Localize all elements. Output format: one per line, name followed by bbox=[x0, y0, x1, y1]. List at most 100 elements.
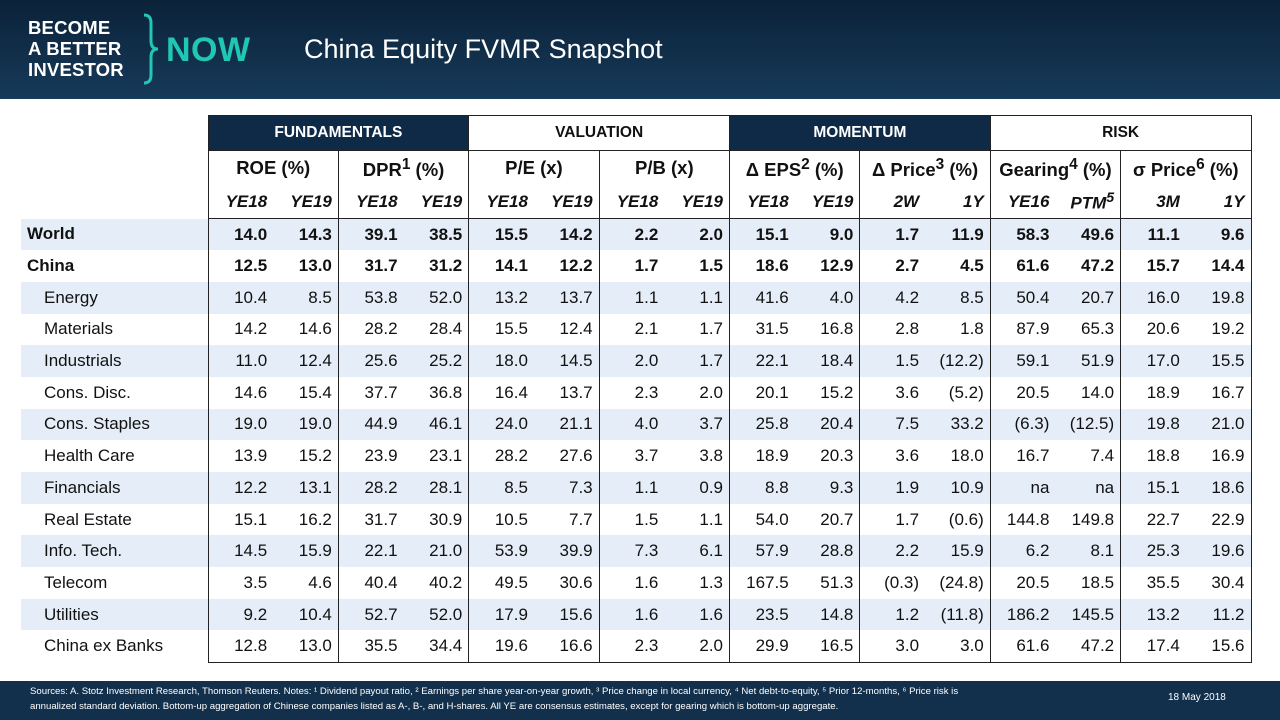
table-cell: 65.3 bbox=[1055, 313, 1122, 346]
table-cell: 14.1 bbox=[468, 250, 534, 282]
table-cell: 2.0 bbox=[664, 630, 731, 663]
table-row: Health Care 13.9 15.2 23.9 23.1 28.2 27.6 3.7 3.… bbox=[21, 440, 1252, 472]
table-cell: 44.9 bbox=[337, 408, 404, 441]
table-cell: 28.2 bbox=[468, 440, 534, 472]
group-fundamentals: FUNDAMENTALS bbox=[207, 115, 470, 151]
snapshot-table-container: FUNDAMENTALS VALUATION MOMENTUM RISK ROE… bbox=[21, 115, 1252, 663]
table-cell: 19.0 bbox=[273, 408, 339, 441]
table-cell: 15.6 bbox=[533, 598, 600, 631]
table-cell: 61.6 bbox=[989, 250, 1056, 282]
table-cell: 6.1 bbox=[664, 535, 731, 568]
table-cell: 7.7 bbox=[533, 503, 600, 536]
table-cell: 31.7 bbox=[337, 250, 404, 282]
table-cell: 7.4 bbox=[1055, 440, 1122, 472]
table-cell: 1.7 bbox=[859, 503, 926, 536]
table-cell: 19.8 bbox=[1185, 281, 1252, 314]
table-cell: 145.5 bbox=[1055, 598, 1122, 631]
table-cell: 28.4 bbox=[403, 313, 470, 346]
table-cell: 14.6 bbox=[273, 313, 339, 346]
table-cell: 40.4 bbox=[337, 567, 404, 599]
table-cell: 4.2 bbox=[859, 281, 926, 314]
table-cell: 59.1 bbox=[989, 345, 1056, 377]
table-cell: 14.0 bbox=[207, 218, 274, 251]
period-header: YE16 bbox=[989, 185, 1056, 219]
table-cell: 2.7 bbox=[859, 250, 926, 282]
table-cell: 1.8 bbox=[925, 313, 991, 346]
table-cell: 12.9 bbox=[794, 250, 861, 282]
row-label: World bbox=[21, 218, 208, 251]
group-momentum: MOMENTUM bbox=[729, 115, 991, 151]
table-cell: 1.1 bbox=[664, 503, 731, 536]
table-row: World 14.0 14.3 39.1 38.5 15.5 14.2 2.2 2.0 15.1 9… bbox=[21, 218, 1252, 251]
table-cell: 22.9 bbox=[1185, 503, 1252, 536]
table-cell: 46.1 bbox=[403, 408, 470, 441]
table-cell: 19.6 bbox=[1185, 535, 1252, 568]
table-cell: 6.2 bbox=[989, 535, 1056, 568]
table-cell: 1.5 bbox=[859, 345, 926, 377]
table-cell: 50.4 bbox=[989, 281, 1056, 314]
row-label: Materials bbox=[44, 319, 113, 339]
period-header: YE18 bbox=[728, 185, 795, 219]
table-cell: 14.4 bbox=[1185, 250, 1252, 282]
table-cell: 20.1 bbox=[728, 376, 795, 409]
table-cell: 22.1 bbox=[728, 345, 795, 377]
logo-line-1: BECOME bbox=[28, 17, 111, 38]
table-cell: 4.0 bbox=[794, 281, 861, 314]
table-row: Real Estate 15.1 16.2 31.7 30.9 10.5 7.7 1.5 1.1… bbox=[21, 503, 1252, 536]
table-cell: 34.4 bbox=[403, 630, 470, 663]
table-cell: 9.0 bbox=[794, 218, 861, 251]
table-cell: 27.6 bbox=[533, 440, 600, 472]
table-cell: 1.6 bbox=[598, 567, 665, 599]
table-cell: 1.7 bbox=[598, 250, 665, 282]
table-cell: 16.9 bbox=[1185, 440, 1252, 472]
table-cell: 10.4 bbox=[207, 281, 274, 314]
table-cell: 11.1 bbox=[1120, 218, 1186, 251]
table-cell: 53.8 bbox=[337, 281, 404, 314]
period-header: 2W bbox=[859, 185, 926, 219]
row-label: Telecom bbox=[44, 572, 108, 592]
table-cell: 19.0 bbox=[207, 408, 274, 441]
table-cell: 15.5 bbox=[468, 218, 534, 251]
table-cell: 36.8 bbox=[403, 376, 470, 409]
metric-price-risk: σ Price6 (%) bbox=[1120, 150, 1252, 186]
period-header: 1Y bbox=[1185, 185, 1252, 219]
table-cell: 18.0 bbox=[468, 345, 534, 377]
table-cell: 19.2 bbox=[1185, 313, 1252, 346]
table-cell: 17.0 bbox=[1120, 345, 1186, 377]
period-header: YE19 bbox=[273, 185, 339, 219]
table-cell: 19.8 bbox=[1120, 408, 1186, 441]
header-bar: BECOME A BETTER INVESTOR NOW China Equit… bbox=[0, 0, 1280, 99]
table-cell: 12.2 bbox=[207, 472, 274, 504]
table-row: Telecom 3.5 4.6 40.4 40.2 49.5 30.6 1.6 1.3 167.5… bbox=[21, 567, 1252, 599]
table-cell: 12.5 bbox=[207, 250, 274, 282]
table-cell: 1.2 bbox=[859, 598, 926, 631]
table-cell: 20.6 bbox=[1120, 313, 1186, 346]
table-cell: 18.9 bbox=[728, 440, 795, 472]
table-cell: (0.6) bbox=[925, 503, 991, 536]
table-cell: 16.7 bbox=[1185, 376, 1252, 409]
table-cell: 47.2 bbox=[1055, 630, 1122, 663]
table-cell: 28.8 bbox=[794, 535, 861, 568]
table-cell: 12.4 bbox=[273, 345, 339, 377]
footer-notes: Sources: A. Stotz Investment Research, T… bbox=[30, 685, 1110, 714]
table-row: China 12.5 13.0 31.7 31.2 14.1 12.2 1.7 1.5 18.6 1… bbox=[21, 250, 1252, 282]
table-cell: 51.3 bbox=[794, 567, 861, 599]
row-label: Industrials bbox=[21, 345, 208, 377]
table-cell: 21.0 bbox=[403, 535, 470, 568]
table-cell: 40.2 bbox=[403, 567, 470, 599]
table-cell: 30.6 bbox=[533, 567, 600, 599]
table-cell: 35.5 bbox=[337, 630, 404, 663]
table-row: Utilities 9.2 10.4 52.7 52.0 17.9 15.6 1.6 1.6 23… bbox=[21, 598, 1252, 631]
table-row: Financials 12.2 13.1 28.2 28.1 8.5 7.3 1.1 0.9 8.… bbox=[21, 472, 1252, 504]
table-cell: 10.4 bbox=[273, 598, 339, 631]
table-cell: 54.0 bbox=[728, 503, 795, 536]
group-risk: RISK bbox=[989, 115, 1252, 151]
period-header: YE19 bbox=[403, 185, 470, 219]
table-cell: 23.1 bbox=[403, 440, 470, 472]
table-cell: 18.6 bbox=[1185, 472, 1252, 504]
table-cell: 24.0 bbox=[468, 408, 534, 441]
period-header: YE19 bbox=[794, 185, 861, 219]
table-cell: 4.0 bbox=[598, 408, 665, 441]
table-cell: 15.9 bbox=[925, 535, 991, 568]
table-cell: 41.6 bbox=[728, 281, 795, 314]
